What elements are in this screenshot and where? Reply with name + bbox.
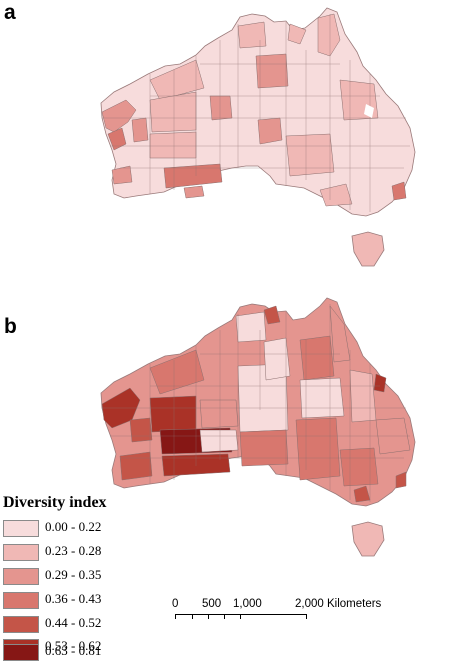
map-a-regions bbox=[101, 13, 407, 207]
map-b bbox=[100, 297, 416, 557]
panel-a-label: a bbox=[4, 1, 16, 24]
scale-label-1000: 1,000 bbox=[233, 598, 262, 610]
legend-swatch bbox=[3, 568, 39, 585]
map-a-boundaries bbox=[102, 14, 410, 212]
legend-range: 0.44 - 0.52 bbox=[45, 615, 102, 630]
tasmania-shape-b bbox=[351, 521, 385, 557]
legend-item: 0.36 - 0.43 bbox=[3, 591, 153, 612]
scale-tick bbox=[306, 614, 307, 619]
legend-item: 0.63 - 0.81 bbox=[3, 643, 153, 664]
legend-item: 0.44 - 0.52 bbox=[3, 615, 153, 636]
legend-swatch bbox=[3, 520, 39, 537]
legend-swatch bbox=[3, 544, 39, 561]
scale-tick bbox=[240, 614, 241, 619]
scale-tick bbox=[192, 614, 193, 619]
scale-tick bbox=[175, 614, 176, 619]
tasmania-shape bbox=[351, 231, 385, 267]
panel-b-label: b bbox=[4, 315, 17, 338]
legend-range: 0.23 - 0.28 bbox=[45, 543, 102, 558]
legend-range: 0.63 - 0.81 bbox=[45, 643, 102, 658]
scale-tick bbox=[208, 614, 209, 619]
legend-swatch bbox=[3, 592, 39, 609]
legend-swatch bbox=[3, 616, 39, 633]
lake-shape bbox=[364, 104, 374, 118]
legend-item: 0.29 - 0.35 bbox=[3, 567, 153, 588]
map-b-boundaries bbox=[102, 304, 410, 502]
scale-label-2000: 2,000 Kilometers bbox=[295, 598, 382, 610]
scale-label-500: 500 bbox=[202, 598, 222, 610]
legend-range: 0.36 - 0.43 bbox=[45, 591, 102, 606]
map-a bbox=[100, 7, 416, 267]
mainland-shape bbox=[100, 7, 416, 217]
legend-range: 0.00 - 0.22 bbox=[45, 519, 102, 534]
legend-range: 0.29 - 0.35 bbox=[45, 567, 102, 582]
legend-item: 0.00 - 0.22 bbox=[3, 519, 153, 540]
scale-tick bbox=[224, 614, 225, 619]
legend-swatch bbox=[3, 644, 39, 661]
scale-bar: 0 500 1,000 2,000 Kilometers bbox=[170, 598, 400, 638]
scale-label-0: 0 bbox=[172, 598, 179, 610]
legend-item: 0.23 - 0.28 bbox=[3, 543, 153, 564]
legend-title: Diversity index bbox=[3, 494, 107, 511]
map-a-mainland bbox=[100, 7, 416, 267]
legend-range: 0.53 - 0.62 bbox=[45, 638, 102, 653]
